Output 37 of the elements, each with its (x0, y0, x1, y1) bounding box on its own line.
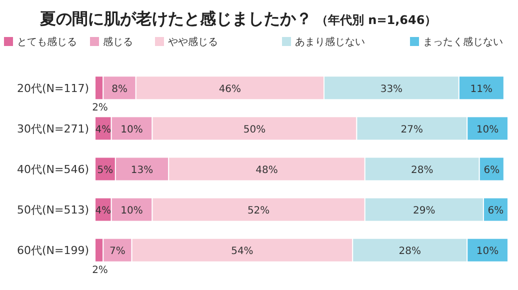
data-label: 5% (97, 165, 114, 176)
data-label: 13% (130, 165, 154, 176)
y-tick-label: 50代(N=513) (16, 204, 89, 217)
data-label: 7% (110, 246, 126, 258)
data-label: 50% (243, 124, 266, 136)
y-tick-label: 30代(N=271) (16, 122, 89, 136)
data-label: 8% (112, 84, 128, 95)
legend-label: あまり感じない (295, 36, 365, 48)
data-label: 10% (476, 246, 499, 258)
data-label: 6% (484, 165, 500, 176)
data-label: 46% (218, 84, 242, 95)
data-label: 52% (247, 206, 270, 217)
data-label: 54% (231, 246, 254, 258)
data-label: 10% (120, 206, 143, 217)
data-label: 10% (120, 124, 143, 136)
chart-title: 夏の間に肌が老けたと感じましたか？ (39, 9, 312, 28)
data-label: 6% (488, 206, 504, 217)
data-label: 33% (380, 84, 403, 95)
legend-label: やや感じる (168, 36, 218, 48)
data-label: 28% (398, 246, 421, 258)
chart-subtitle: （年代別 n=1,646） (316, 13, 437, 27)
legend-label: まったく感じない (423, 36, 503, 48)
legend-label: とても感じる (17, 36, 77, 48)
data-label: 11% (470, 84, 493, 95)
y-tick-label: 20代(N=117) (16, 82, 89, 95)
data-label: 2% (92, 264, 108, 276)
data-label: 28% (411, 165, 434, 176)
legend-label: 感じる (103, 36, 133, 48)
data-label: 27% (400, 124, 424, 136)
data-label: 10% (476, 124, 499, 136)
data-label: 4% (95, 206, 112, 217)
y-tick-label: 40代(N=546) (16, 163, 89, 176)
data-label: 4% (95, 124, 112, 136)
data-label: 29% (413, 206, 436, 217)
y-tick-label: 60代(N=199) (16, 244, 89, 258)
data-label: 48% (256, 165, 278, 176)
data-label: 2% (92, 102, 108, 114)
